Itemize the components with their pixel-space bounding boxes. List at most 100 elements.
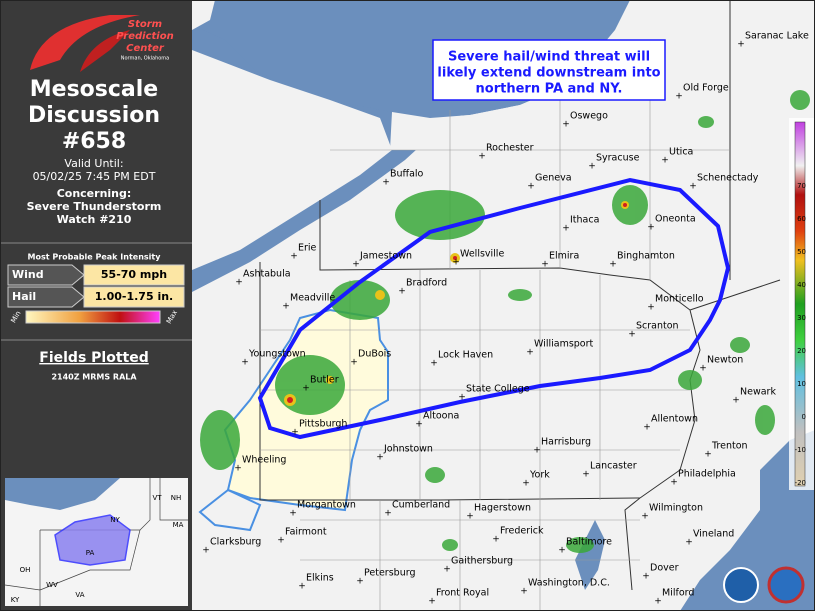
city-marker: + bbox=[647, 223, 655, 233]
city-label: Gaithersburg bbox=[451, 556, 513, 567]
inset-labels: VT NH NY MA PA OH WV VA KY bbox=[11, 494, 184, 604]
city-marker: + bbox=[737, 40, 745, 50]
city-label: Dover bbox=[650, 563, 679, 574]
city-label: Clarksburg bbox=[210, 537, 261, 548]
city-label: Washington, D.C. bbox=[528, 578, 610, 589]
city-marker: + bbox=[732, 396, 740, 406]
city-label: Petersburg bbox=[364, 568, 415, 579]
city-marker: + bbox=[661, 156, 669, 166]
city-marker: + bbox=[235, 278, 243, 288]
colorbar-label: 60 bbox=[797, 215, 806, 223]
city-label: Binghamton bbox=[617, 251, 675, 262]
city-label: Meadville bbox=[290, 293, 335, 304]
colorbar-label: -10 bbox=[795, 446, 806, 454]
city-label: Oneonta bbox=[655, 214, 696, 225]
city-label: Scranton bbox=[636, 321, 679, 332]
city-label: Jamestown bbox=[359, 251, 412, 262]
city-label: Ithaca bbox=[570, 215, 599, 226]
city-label: Hagerstown bbox=[474, 503, 531, 514]
city-marker: + bbox=[647, 303, 655, 313]
inset-label: PA bbox=[86, 549, 95, 557]
city-marker: + bbox=[350, 358, 358, 368]
city-label: Wellsville bbox=[460, 249, 504, 260]
city-label: Utica bbox=[669, 147, 693, 158]
city-label: Monticello bbox=[655, 294, 704, 305]
city-marker: + bbox=[277, 536, 285, 546]
city-label: Trenton bbox=[711, 441, 748, 452]
concerning: Watch #210 bbox=[57, 213, 132, 226]
city-marker: + bbox=[415, 420, 423, 430]
city-label: Frederick bbox=[500, 526, 544, 537]
inset-label: MA bbox=[173, 521, 184, 529]
city-label: Williamsport bbox=[534, 339, 594, 350]
logo-location: Norman, Oklahoma bbox=[121, 56, 170, 62]
city-marker: + bbox=[234, 464, 242, 474]
city-label: Schenectady bbox=[697, 173, 759, 184]
land bbox=[192, 0, 215, 30]
city-marker: + bbox=[466, 512, 474, 522]
city-marker: + bbox=[558, 546, 566, 556]
logo-swoosh bbox=[80, 30, 130, 72]
land bbox=[192, 50, 392, 270]
city-label: Ashtabula bbox=[243, 269, 291, 280]
colorbar-label: 40 bbox=[797, 281, 806, 289]
nws-logo bbox=[767, 566, 805, 604]
city-marker: + bbox=[291, 428, 299, 438]
city-marker: + bbox=[609, 260, 617, 270]
city-marker: + bbox=[689, 182, 697, 192]
city-label: Philadelphia bbox=[678, 469, 736, 480]
city-label: Morgantown bbox=[297, 500, 356, 511]
hail-label: Hail bbox=[12, 290, 36, 303]
hail-value-box bbox=[83, 286, 185, 308]
city-marker: + bbox=[654, 597, 662, 607]
noaa-logo bbox=[723, 567, 759, 603]
land bbox=[390, 60, 590, 150]
city-marker: + bbox=[699, 364, 707, 374]
city-label: Newton bbox=[707, 355, 743, 366]
city-marker: + bbox=[685, 538, 693, 548]
md-number: #658 bbox=[62, 129, 126, 154]
city-label: Lancaster bbox=[590, 461, 637, 472]
ocean bbox=[680, 430, 815, 611]
city-marker: + bbox=[642, 572, 650, 582]
city-label: DuBois bbox=[358, 349, 391, 360]
city-marker: + bbox=[289, 509, 297, 519]
city-marker: + bbox=[384, 509, 392, 519]
hail-label-box bbox=[7, 286, 85, 308]
city-marker: + bbox=[382, 178, 390, 188]
inset-label: NH bbox=[171, 494, 182, 502]
city-marker: + bbox=[302, 384, 310, 394]
city-label: Wheeling bbox=[242, 455, 286, 466]
city-marker: + bbox=[675, 92, 683, 102]
city-label: Vineland bbox=[693, 529, 734, 540]
city-label: Elmira bbox=[549, 251, 579, 262]
city-marker: + bbox=[588, 162, 596, 172]
city-marker: + bbox=[641, 512, 649, 522]
intensity-title: Most Probable Peak Intensity bbox=[28, 253, 162, 262]
city-marker: + bbox=[478, 152, 486, 162]
concerning-label: Concerning: bbox=[57, 187, 132, 200]
wind-value-box bbox=[83, 264, 185, 286]
city-marker: + bbox=[298, 582, 306, 592]
valid-label: Valid Until: bbox=[64, 157, 123, 170]
city-marker: + bbox=[526, 348, 534, 358]
city-marker: + bbox=[643, 423, 651, 433]
title: Discussion bbox=[28, 103, 160, 128]
city-marker: + bbox=[356, 577, 364, 587]
city-label: Youngstown bbox=[248, 349, 306, 360]
city-marker: + bbox=[533, 446, 541, 456]
city-label: Butler bbox=[310, 375, 339, 386]
concerning: Severe Thunderstorm bbox=[27, 200, 162, 213]
title: Mesoscale bbox=[30, 77, 158, 102]
wind-label-box bbox=[7, 264, 85, 286]
city-label: Altoona bbox=[423, 411, 459, 422]
city-label: Allentown bbox=[651, 414, 698, 425]
city-label: Milford bbox=[662, 588, 694, 599]
city-marker: + bbox=[628, 330, 636, 340]
city-marker: + bbox=[562, 120, 570, 130]
valid-time: 05/02/25 7:45 PM EDT bbox=[33, 170, 156, 183]
city-marker: + bbox=[352, 260, 360, 270]
wind-label: Wind bbox=[12, 268, 44, 281]
colorbar-label: -20 bbox=[795, 479, 806, 487]
city-label: Elkins bbox=[306, 573, 334, 584]
